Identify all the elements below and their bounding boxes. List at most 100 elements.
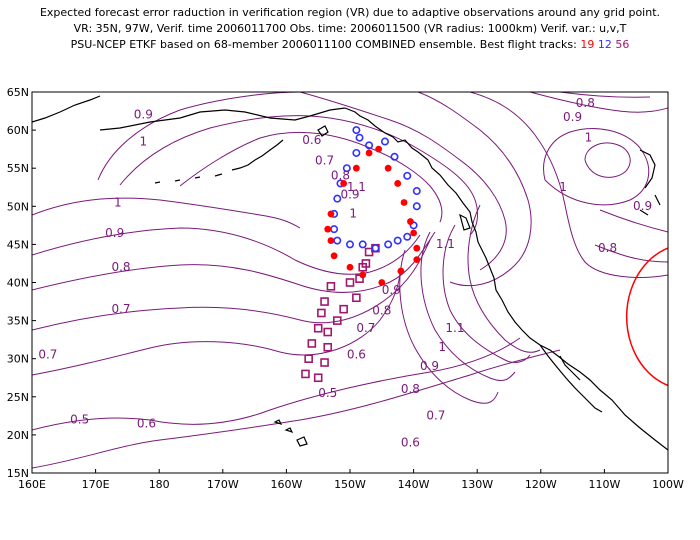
lon-tick-label: 170W [207,478,239,491]
contour-line [32,227,421,275]
track-marker-purple [313,373,323,383]
track-marker-red [365,149,373,157]
lat-tick-label: 50N [7,200,29,213]
contour-line [417,92,532,287]
contour-line [559,92,651,98]
lat-tick-label: 60N [7,124,29,137]
lon-tick-label: 110W [588,478,620,491]
contour-label: 0.7 [315,153,334,167]
coastline-layer [32,95,668,451]
track-marker-red [400,199,408,206]
track-count-purple: 56 [615,38,630,51]
track-marker-red [397,267,405,275]
contour-label: 0.7 [111,302,130,316]
contour-line [594,244,668,263]
bc-coast [427,159,479,243]
lon-tick-label: 130W [461,478,493,491]
contour-line [420,231,516,381]
track-marker-purple [317,308,326,318]
track-count-blue: 12 [597,38,612,51]
contour-line [599,209,668,233]
track-marker-blue [330,225,339,234]
contour-label: 0.7 [356,321,375,335]
track-marker-purple [323,342,333,352]
track-marker-blue [333,194,342,203]
lon-tick-label: 120W [525,478,557,491]
track-marker-purple [320,297,329,306]
contour-label: 0.7 [426,409,445,423]
track-marker-red [359,271,367,279]
contour-label: 0.8 [111,260,130,274]
track-marker-red [375,145,383,153]
contour-label: 0.5 [318,386,337,400]
track-marker-blue [380,137,389,146]
contour-label: 0.6 [347,348,366,362]
track-marker-blue [355,133,364,142]
contour-label: 1 [139,134,147,148]
track-marker-purple [332,316,342,325]
contour-label-layer: 0.91 0.60.70.80.910.80.9110.90.810.90.80.… [38,96,652,449]
lat-tick-label: 15N [7,467,29,480]
vancouver-island [459,213,471,231]
track-marker-blue [403,171,412,180]
lon-tick-label: 150W [334,478,366,491]
aleutian-islands [154,139,284,184]
contour-line [584,142,631,178]
track-marker-purple [326,282,336,291]
track-marker-red [327,237,335,244]
lat-tick-label: 65N [7,86,29,99]
track-marker-blue [365,141,374,150]
contour-line [32,239,431,331]
track-marker-red [384,164,392,172]
track-marker-purple [345,278,355,287]
lat-tick-label: 25N [7,391,29,404]
contour-label: 0.9 [340,188,359,202]
contour-label: 1.1 [347,180,366,194]
lat-tick-label: 35N [7,315,29,328]
contour-line [467,204,541,353]
contour-label: 1 [114,195,122,209]
track-marker-purple [323,327,333,337]
track-marker-blue [345,240,354,249]
contour-label: 0.5 [70,412,89,426]
track-marker-red [413,256,421,264]
contour-label: 0.9 [563,110,582,124]
alaska-coast [32,95,429,161]
contour-line [32,349,561,469]
contour-label: 0.9 [633,199,652,213]
baja-peninsula [539,344,603,413]
contour-line [32,231,436,293]
contour-line [543,128,650,206]
vr-circle-layer [625,247,668,387]
track-marker-blue [403,232,412,241]
contour-label: 0.6 [137,416,156,430]
track-marker-blue [384,240,393,249]
lon-tick-label: 160W [270,478,302,491]
contour-line [32,197,301,229]
contour-line [32,337,521,431]
track-marker-purple [361,259,371,268]
track-marker-blue [352,148,361,157]
track-marker-blue [412,202,421,211]
map-title-line-3: PSU-NCEP ETKF based on 68-member 2006011… [0,38,700,51]
axis-tick-layer: 160E 170E 180 170W 160W 150W 140W 130W 120W 110W 1… [7,86,684,491]
map-title-line-1: Expected forecast error raduction in ver… [39,6,661,19]
track-marker-purple [313,323,323,333]
hawaii-islands [273,419,308,447]
track-marker-purple [307,339,317,348]
contour-layer [32,92,668,469]
contour-line [399,249,499,404]
track-marker-red [327,210,335,218]
track-marker-red [346,263,354,271]
track-marker-purple [301,369,310,379]
contour-line [179,131,443,223]
contour-label: 0.8 [401,382,420,396]
contour-label: 0.7 [38,348,57,362]
map-title-line-3-text: PSU-NCEP ETKF based on 68-member 2006011… [70,38,577,51]
contour-label: 0.8 [372,304,391,318]
contour-label: 1 [438,340,446,354]
contour-label: 1.1 [436,237,455,251]
track-marker-purple [320,358,329,367]
track-marker-blue [371,244,380,253]
track-marker-red [407,218,414,225]
